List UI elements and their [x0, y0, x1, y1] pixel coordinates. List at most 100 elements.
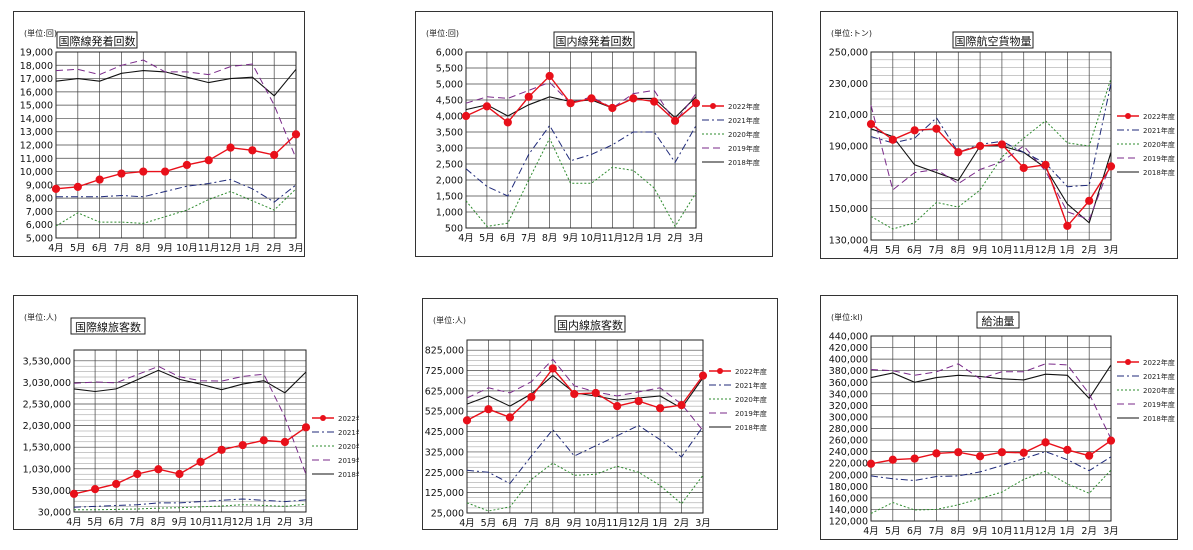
- x-tick-label: 3月: [695, 518, 711, 529]
- data-point-2022年度: [1019, 448, 1028, 457]
- chart-panel-intl-flights: (単位:回) 国際線発着回数 5,000 6,000 7,000 8,000 9,000 10…: [13, 11, 305, 257]
- x-tick-label: 6月: [502, 518, 518, 529]
- x-tick-label: 10月: [190, 517, 212, 528]
- y-tick-label: 240,000: [829, 447, 868, 458]
- data-point-2022年度: [608, 103, 617, 113]
- series-line-2020年度: [870, 469, 1112, 514]
- series-line-2021年度: [466, 424, 704, 485]
- x-tick-label: 2月: [277, 517, 293, 528]
- x-tick-label: 1月: [1060, 526, 1076, 537]
- series-line-2021年度: [870, 83, 1112, 188]
- series-line-2020年度: [465, 137, 697, 228]
- x-tick-label: 9月: [172, 517, 188, 528]
- data-point-2022年度: [566, 99, 575, 108]
- x-tick-label: 12月: [1035, 526, 1057, 537]
- y-tick-label: 4,500: [436, 96, 463, 107]
- y-tick-label: 12,000: [20, 141, 53, 152]
- x-tick-label: 8月: [545, 518, 561, 529]
- y-tick-label: 2,500: [436, 160, 463, 171]
- chart-title: 給油量: [982, 314, 1015, 328]
- unit-label: (単位:人): [433, 315, 466, 325]
- x-tick-label: 8月: [135, 243, 151, 254]
- data-point-2022年度: [524, 92, 533, 101]
- data-point-2022年度: [570, 389, 579, 399]
- x-tick-label: 1月: [646, 233, 662, 244]
- data-point-2022年度: [866, 119, 876, 129]
- x-tick-label: 2月: [266, 243, 282, 254]
- legend-label: 2020年度: [728, 130, 760, 139]
- legend-marker: [1125, 113, 1131, 119]
- x-tick-label: 11月: [211, 517, 233, 528]
- chart-title-box: [554, 315, 626, 333]
- chart-title: 国際航空貨物量: [955, 34, 1032, 48]
- series-line-2021年度: [465, 124, 697, 197]
- x-tick-label: 6月: [500, 233, 516, 244]
- x-tick-label: 3月: [1103, 526, 1119, 537]
- series-line-2022年度: [465, 74, 697, 124]
- y-tick-label: 10,000: [20, 167, 53, 178]
- chart-title: 国際線旅客数: [75, 320, 141, 334]
- x-tick-label: 4月: [458, 233, 474, 244]
- data-point-2022年度: [90, 485, 100, 494]
- x-tick-label: 10月: [585, 518, 607, 529]
- data-point-2022年度: [975, 141, 985, 151]
- series-line-2019年度: [870, 105, 1112, 221]
- chart-title-box: [976, 311, 1020, 329]
- x-tick-label: 7月: [929, 526, 945, 537]
- x-tick-label: 6月: [907, 245, 923, 256]
- data-point-2022年度: [997, 140, 1007, 149]
- y-tick-label: 1,500: [436, 192, 463, 203]
- x-tick-label: 6月: [92, 243, 108, 254]
- data-point-2022年度: [505, 413, 515, 422]
- y-tick-label: 15,000: [20, 101, 53, 112]
- chart-svg-5: (単位:kl) 給油量120,000140,000160,000180,00020…: [829, 311, 1175, 537]
- series-line-2020年度: [466, 462, 704, 512]
- x-tick-label: 9月: [972, 245, 988, 256]
- data-point-2022年度: [932, 449, 941, 458]
- x-tick-label: 5月: [481, 518, 497, 529]
- x-tick-label: 7月: [929, 245, 945, 256]
- data-point-2022年度: [629, 94, 638, 103]
- data-point-2022年度: [226, 143, 235, 152]
- series-line-2020年度: [74, 503, 307, 511]
- x-tick-label: 3月: [1103, 245, 1119, 256]
- x-tick-label: 12月: [1035, 245, 1057, 256]
- x-tick-label: 8月: [950, 526, 966, 537]
- data-point-2022年度: [1019, 163, 1028, 173]
- y-tick-label: 1,530,000: [23, 443, 71, 454]
- series-line-2018年度: [870, 128, 1112, 224]
- y-tick-label: 130,000: [829, 236, 868, 247]
- x-tick-label: 1月: [245, 243, 261, 254]
- data-point-2022年度: [175, 469, 184, 479]
- legend-label: 2021年度: [338, 428, 359, 437]
- y-tick-label: 150,000: [829, 204, 868, 215]
- data-point-2022年度: [954, 148, 963, 157]
- y-tick-label: 17,000: [20, 74, 53, 85]
- data-point-2022年度: [117, 169, 126, 178]
- data-point-2022年度: [133, 469, 142, 479]
- data-point-2022年度: [670, 116, 680, 125]
- legend-label: 2021年度: [1143, 372, 1175, 381]
- y-tick-label: 120,000: [829, 517, 868, 528]
- y-tick-label: 2,000: [436, 176, 463, 187]
- y-tick-label: 13,000: [20, 127, 53, 138]
- data-point-2022年度: [634, 396, 643, 406]
- data-point-2022年度: [139, 167, 148, 176]
- y-tick-label: 125,000: [425, 488, 464, 499]
- series-line-2018年度: [73, 369, 307, 394]
- y-tick-label: 340,000: [829, 389, 868, 400]
- y-tick-label: 200,000: [829, 470, 868, 481]
- data-point-2022年度: [613, 402, 622, 411]
- x-tick-label: 9月: [563, 233, 579, 244]
- unit-label: (単位:人): [24, 312, 57, 322]
- data-point-2022年度: [154, 465, 163, 474]
- x-tick-label: 4月: [459, 518, 475, 529]
- y-tick-label: 1,000: [436, 208, 463, 219]
- legend-label: 2022年度: [338, 414, 359, 423]
- data-point-2022年度: [910, 126, 919, 135]
- y-tick-label: 420,000: [829, 343, 868, 354]
- data-point-2022年度: [248, 146, 257, 155]
- x-tick-label: 1月: [256, 517, 272, 528]
- y-tick-label: 170,000: [829, 173, 868, 184]
- data-point-2022年度: [482, 102, 492, 111]
